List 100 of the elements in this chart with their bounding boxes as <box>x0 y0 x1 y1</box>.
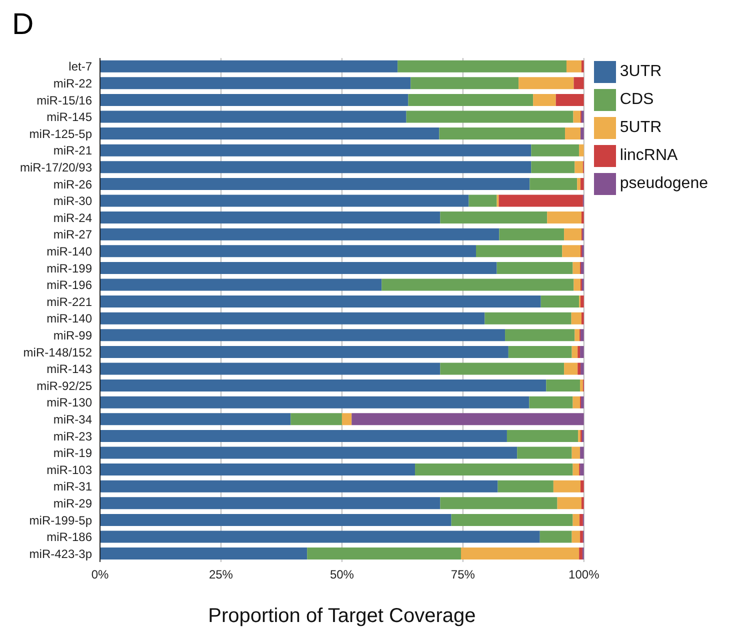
bar <box>100 312 485 324</box>
bar <box>580 464 584 476</box>
y-tick-label: miR-21 <box>53 144 92 158</box>
y-tick-label: miR-34 <box>53 412 92 426</box>
bar <box>100 94 408 106</box>
bar <box>439 128 566 140</box>
bar <box>408 94 534 106</box>
bar <box>440 497 558 510</box>
bar <box>398 60 566 72</box>
bar <box>498 194 583 207</box>
bar <box>499 228 564 240</box>
y-tick-label: miR-92/25 <box>36 378 92 393</box>
legend-label: 5UTR <box>620 119 662 136</box>
bar <box>352 413 584 426</box>
bar <box>468 194 497 207</box>
y-tick-label: miR-23 <box>53 429 92 444</box>
bar <box>410 77 519 90</box>
bar <box>547 212 582 224</box>
y-tick-label: miR-17/20/93 <box>20 160 92 174</box>
bar <box>100 110 406 123</box>
bar <box>572 464 580 476</box>
bar <box>290 413 342 426</box>
x-tick-label: 75% <box>450 568 476 582</box>
legend-label: lincRNA <box>620 147 678 164</box>
x-tick-label: 25% <box>208 568 234 582</box>
bar <box>530 178 578 190</box>
x-axis-title: Proportion of Target Coverage <box>208 605 476 627</box>
bar <box>100 296 541 308</box>
bar <box>100 380 546 392</box>
bar <box>100 413 291 426</box>
bar <box>580 380 583 392</box>
y-tick-label: miR-31 <box>53 480 92 494</box>
bar <box>100 178 530 190</box>
bar <box>307 548 461 560</box>
bar <box>100 514 452 526</box>
bar <box>100 212 440 224</box>
y-tick-label: miR-221 <box>46 294 92 309</box>
bar <box>546 380 580 392</box>
bar <box>440 362 564 375</box>
x-tick-label: 50% <box>330 568 354 582</box>
y-tick-label: miR-22 <box>53 76 92 90</box>
y-tick-label: miR-148/152 <box>23 345 92 360</box>
bar <box>565 128 581 140</box>
y-tick-label: miR-196 <box>46 278 92 292</box>
bar <box>577 178 581 190</box>
bar <box>100 430 507 442</box>
bar <box>579 144 584 156</box>
y-tick-label: miR-130 <box>46 396 92 410</box>
bar <box>580 446 584 459</box>
bar <box>100 497 440 510</box>
y-tick-label: miR-140 <box>46 244 92 258</box>
bar <box>580 514 583 526</box>
y-tick-label: miR-145 <box>46 110 92 124</box>
bar <box>564 228 582 240</box>
bar <box>578 430 581 442</box>
y-tick-label: let-7 <box>68 60 92 74</box>
bar <box>100 245 476 258</box>
y-tick-label: miR-15/16 <box>36 93 92 108</box>
bar <box>100 548 308 560</box>
bar <box>529 396 573 408</box>
bar <box>572 396 580 408</box>
bar <box>100 77 411 90</box>
bar <box>518 77 574 90</box>
legend-label: 3UTR <box>620 63 662 80</box>
bar <box>574 77 584 90</box>
bar <box>415 464 573 476</box>
bar <box>553 480 581 492</box>
bar <box>540 530 572 543</box>
bar <box>100 346 508 358</box>
bar <box>572 530 580 543</box>
x-tick-label: 100% <box>568 568 600 582</box>
y-tick-label: miR-199-5p <box>29 513 92 528</box>
bar <box>440 212 548 224</box>
legend-label: pseudogene <box>620 175 708 192</box>
bar <box>382 278 574 291</box>
bar <box>505 329 575 342</box>
bar <box>342 413 352 426</box>
bar <box>100 128 440 140</box>
bar <box>100 161 532 174</box>
bar <box>508 346 572 358</box>
bar <box>531 161 575 174</box>
bar <box>580 346 584 358</box>
y-tick-label: miR-26 <box>53 177 92 192</box>
bar <box>100 362 440 375</box>
legend-label: CDS <box>620 91 654 108</box>
bar <box>540 296 580 308</box>
bar <box>533 94 556 106</box>
bar <box>578 362 581 375</box>
y-tick-label: miR-24 <box>53 210 92 225</box>
bar <box>506 430 578 442</box>
y-tick-label: miR-140 <box>46 312 92 326</box>
y-tick-label: miR-423-3p <box>29 546 92 561</box>
y-tick-label: miR-125-5p <box>29 126 92 141</box>
bar <box>100 228 500 240</box>
bar <box>574 278 581 291</box>
bar <box>557 497 582 510</box>
bar <box>579 548 582 560</box>
bar <box>100 194 469 207</box>
bar <box>100 60 398 72</box>
bar <box>517 446 572 459</box>
